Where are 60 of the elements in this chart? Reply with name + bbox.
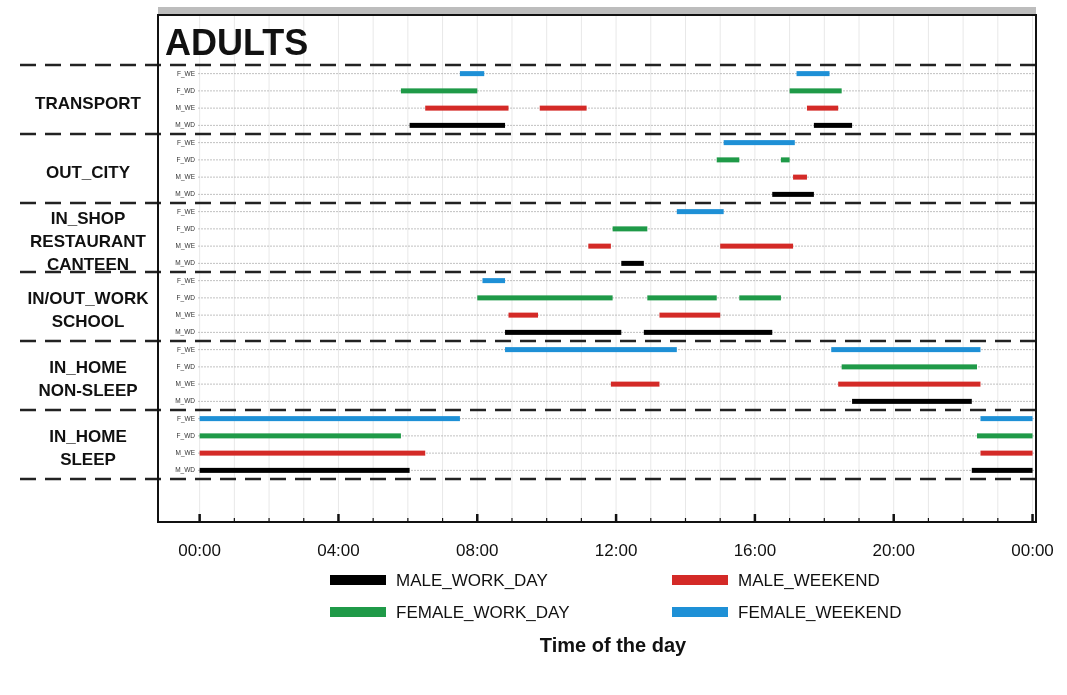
bar	[780, 157, 790, 163]
bar	[425, 105, 509, 111]
bar	[739, 295, 781, 301]
x-tick-label: 00:00	[1011, 541, 1054, 560]
legend-label: MALE_WEEKEND	[738, 571, 880, 590]
bar	[199, 467, 410, 473]
text: IN/OUT_WORK SCHOOL	[27, 289, 150, 331]
bar	[588, 243, 611, 249]
bar	[772, 191, 814, 197]
bar	[813, 122, 853, 128]
x-tick-label: 16:00	[733, 541, 777, 560]
bar	[621, 260, 644, 266]
x-tick-label: 08:00	[456, 541, 499, 560]
bar	[482, 278, 506, 284]
bar	[852, 398, 972, 404]
bar	[647, 295, 717, 301]
bar	[505, 329, 622, 335]
bar	[793, 174, 807, 180]
bar	[723, 140, 795, 146]
bar	[789, 88, 842, 94]
bar	[841, 364, 977, 370]
chart-title: ADULTS	[165, 22, 309, 63]
bar	[659, 312, 721, 318]
text: TRANSPORT	[35, 93, 142, 113]
bar	[806, 105, 839, 111]
bar	[199, 450, 426, 456]
legend-label: MALE_WORK_DAY	[396, 571, 548, 590]
bar	[971, 467, 1033, 473]
bar	[409, 122, 506, 128]
bar	[980, 416, 1033, 422]
bar	[676, 209, 724, 215]
x-axis-title: Time of the day	[539, 634, 688, 656]
bar	[505, 347, 677, 353]
x-tick-label: 00:00	[178, 541, 221, 560]
bar	[199, 433, 401, 439]
x-tick-label: 12:00	[594, 541, 638, 560]
text: OUT_CITY	[45, 162, 131, 182]
bar	[400, 88, 478, 94]
bar	[477, 295, 613, 301]
bar	[508, 312, 538, 318]
legend-label: FEMALE_WEEKEND	[738, 603, 902, 622]
bar	[720, 243, 794, 249]
text: IN_SHOP RESTAURANT CANTEEN	[30, 208, 147, 274]
bar	[977, 433, 1033, 439]
bar	[831, 347, 981, 353]
bar	[838, 381, 981, 387]
bar	[716, 157, 740, 163]
bar	[459, 71, 485, 77]
bar	[610, 381, 660, 387]
x-tick-label: 04:00	[317, 541, 360, 560]
bar	[539, 105, 587, 111]
text: IN_HOME NON-SLEEP	[38, 358, 138, 400]
bar	[199, 416, 460, 422]
x-tick-label: 20:00	[872, 541, 915, 560]
legend-label: FEMALE_WORK_DAY	[396, 603, 570, 622]
bar	[980, 450, 1033, 456]
bar	[643, 329, 773, 335]
bar	[796, 71, 830, 77]
text: IN_HOME SLEEP	[49, 427, 127, 469]
bar	[612, 226, 648, 232]
